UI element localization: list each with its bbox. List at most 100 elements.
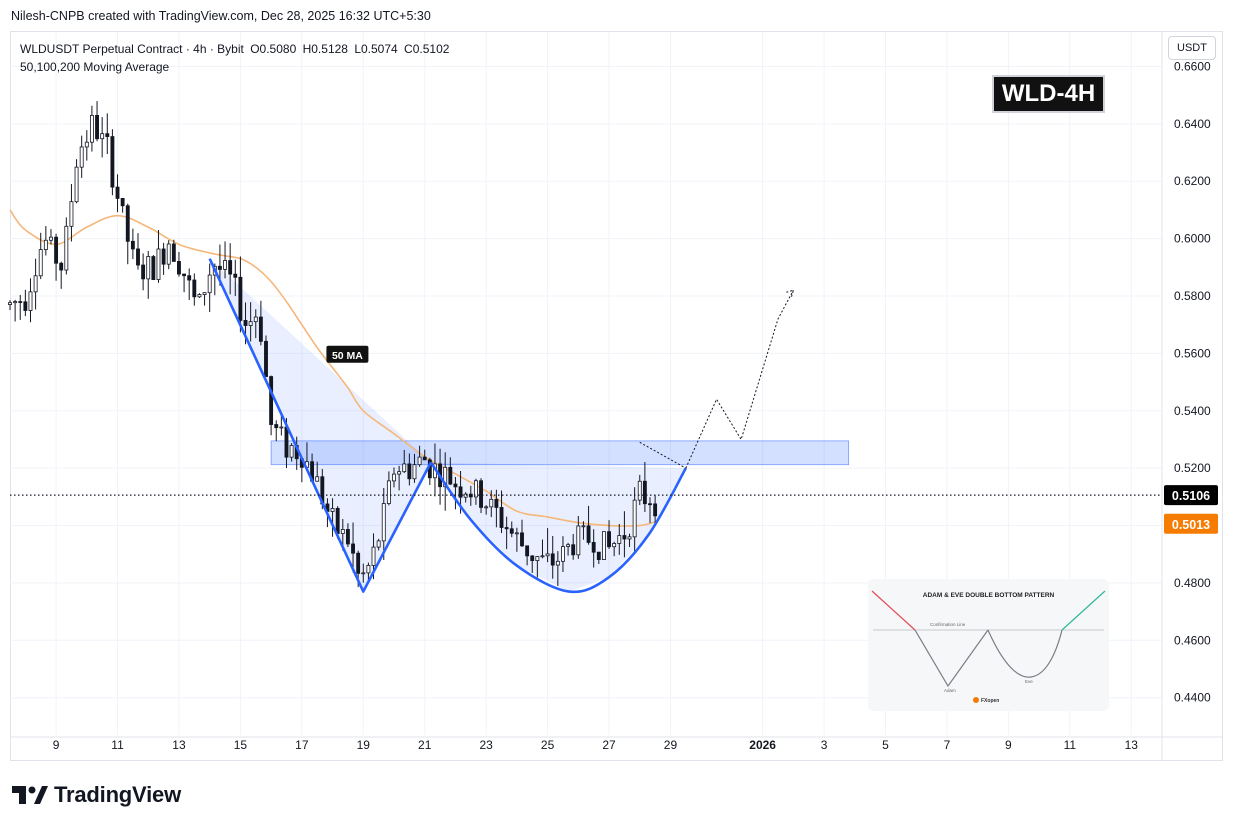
candle (177, 251, 181, 277)
candle (453, 476, 458, 510)
y-tick-label: 0.6200 (1174, 174, 1211, 188)
candle-body (95, 115, 99, 140)
pattern-layer (208, 258, 687, 594)
candle-body (197, 294, 202, 298)
candle-body (422, 456, 427, 461)
candle (223, 241, 227, 279)
candle (376, 538, 381, 551)
candle (484, 505, 489, 515)
x-tick-label: 7 (944, 738, 951, 752)
eve-pattern-curve (429, 461, 687, 594)
x-tick-label: 2026 (749, 738, 776, 752)
candle (443, 452, 448, 511)
projection-arrowhead (786, 289, 795, 298)
candle (54, 233, 59, 281)
candle (504, 516, 509, 550)
candle (110, 129, 115, 196)
candle (627, 533, 632, 547)
x-tick-label: 27 (602, 738, 616, 752)
candle-body (581, 525, 586, 528)
currency-unit-button[interactable]: USDT (1168, 36, 1216, 60)
candle-body (417, 456, 422, 466)
candle (69, 183, 74, 242)
candle-body (233, 273, 238, 278)
y-tick-label: 0.5200 (1174, 461, 1211, 475)
candle-body (146, 256, 151, 280)
x-tick-label: 11 (111, 738, 124, 752)
candle-body (79, 146, 84, 168)
candle-body (182, 273, 187, 277)
inset-logo-icon (973, 697, 979, 703)
adam-pattern-line (208, 258, 433, 593)
candle-body (105, 133, 110, 137)
candle-body (540, 555, 545, 558)
candle-body (494, 498, 499, 508)
candle (622, 511, 627, 558)
candle-body (356, 552, 361, 574)
candle (197, 293, 202, 298)
candle-body (192, 279, 197, 298)
candle-body (284, 426, 289, 458)
candle-body (402, 463, 407, 473)
candle-body (84, 141, 89, 148)
candle-body (130, 240, 135, 250)
candle (74, 159, 79, 204)
candle-body (514, 532, 519, 535)
candle-body (561, 546, 565, 562)
candle (192, 273, 197, 306)
candle-body (13, 301, 18, 304)
candle (637, 474, 642, 505)
candle-body (207, 274, 212, 294)
candle (530, 555, 535, 573)
candle (345, 523, 350, 548)
candle-body (156, 248, 161, 280)
candle (601, 531, 606, 561)
candle-body (74, 166, 79, 203)
candle-body (217, 265, 222, 270)
x-tick-label: 13 (1125, 738, 1139, 752)
candle-body (627, 536, 632, 540)
x-tick-label: 25 (541, 738, 555, 752)
candle-body (258, 316, 263, 342)
tradingview-logo-text: TradingView (54, 782, 181, 807)
candle-body (59, 262, 64, 271)
candle-body (18, 301, 23, 303)
inset-eve-curve (987, 629, 1063, 678)
candle-body (228, 260, 233, 275)
inset-confirmation-label: Confirmation Line (930, 622, 966, 627)
candle (89, 105, 94, 152)
candle-body (392, 473, 396, 482)
adam-eve-inset: ADAM & EVE DOUBLE BOTTOM PATTERN Confirm… (868, 579, 1109, 711)
candle (274, 420, 279, 442)
candle (514, 527, 519, 552)
candle-body (591, 542, 596, 553)
tradingview-logo[interactable]: TradingView (12, 781, 181, 809)
candle-body (489, 498, 494, 508)
candle-body (8, 302, 12, 305)
candle-body (340, 529, 345, 534)
candle (550, 536, 555, 579)
candle (233, 259, 238, 297)
x-tick-label: 9 (53, 738, 60, 752)
candle (509, 521, 514, 538)
candle (23, 289, 28, 317)
x-tick-label: 29 (664, 738, 678, 752)
ma-price-tag (1164, 513, 1218, 534)
candle (289, 443, 294, 462)
chart-legend: WLDUSDT Perpetual Contract · 4h · Bybit … (20, 40, 449, 76)
candle (642, 461, 647, 512)
candle-body (125, 205, 130, 242)
tradingview-logo-icon (12, 786, 48, 804)
candle (494, 489, 499, 528)
candle (525, 545, 530, 566)
candle (130, 228, 135, 260)
candle-body (473, 480, 478, 498)
candle (361, 563, 366, 583)
last-price-tag (1164, 485, 1218, 506)
candle-body (586, 525, 591, 543)
x-tick-label: 13 (172, 738, 186, 752)
candle-body (601, 531, 606, 560)
candle (422, 449, 427, 461)
x-tick-label: 19 (357, 738, 371, 752)
